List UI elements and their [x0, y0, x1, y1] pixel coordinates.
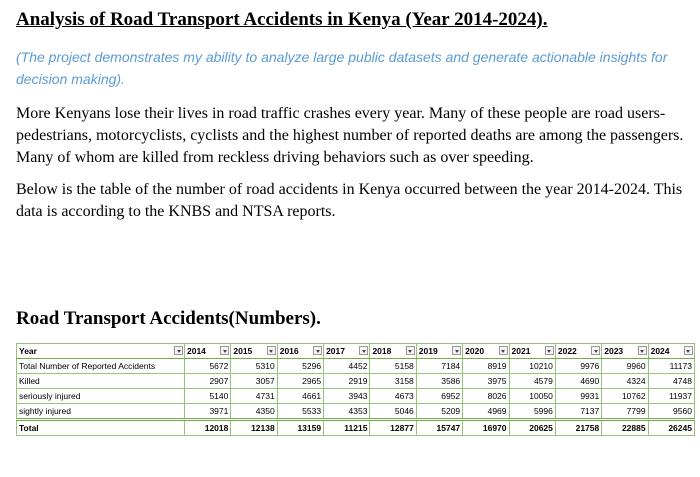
cell: 9960 [601, 358, 649, 374]
filter-button[interactable] [498, 346, 508, 355]
cell: 5533 [276, 403, 325, 420]
cell: 2919 [323, 373, 371, 389]
cell: 26245 [647, 418, 695, 436]
cell: 3975 [462, 373, 510, 389]
cell: 10210 [508, 358, 556, 374]
filter-button[interactable] [220, 346, 230, 355]
cell: 20625 [508, 418, 556, 436]
cell: 7184 [415, 358, 464, 374]
header-cell: 2015 [230, 343, 278, 359]
header-cell: 2014 [183, 343, 232, 359]
row-label: Killed [16, 373, 185, 389]
cell: 5310 [230, 358, 278, 374]
filter-button[interactable] [266, 346, 276, 355]
cell: 3158 [369, 373, 417, 389]
cell: 15747 [415, 418, 464, 436]
header-cell: 2016 [276, 343, 325, 359]
filter-button[interactable] [359, 346, 369, 355]
cell: 6952 [415, 388, 464, 404]
cell: 5209 [415, 403, 464, 420]
cell: 4748 [647, 373, 695, 389]
cell: 4731 [230, 388, 278, 404]
header-cell: 2017 [323, 343, 371, 359]
cell: 11173 [647, 358, 695, 374]
cell: 11937 [647, 388, 695, 404]
header-cell: 2023 [601, 343, 649, 359]
filter-button[interactable] [683, 346, 693, 355]
header-cell: 2022 [554, 343, 603, 359]
cell: 4324 [601, 373, 649, 389]
paragraph: More Kenyans lose their lives in road tr… [16, 105, 684, 166]
cell: 3057 [230, 373, 278, 389]
filter-button[interactable] [405, 346, 415, 355]
cell: 9976 [554, 358, 603, 374]
cell: 12138 [230, 418, 278, 436]
filter-button[interactable] [174, 346, 183, 355]
filter-button[interactable] [544, 346, 554, 355]
cell: 5046 [369, 403, 417, 420]
row-label: Total Number of Reported Accidents [16, 358, 185, 374]
cell: 5296 [276, 358, 325, 374]
cell: 10050 [508, 388, 556, 404]
cell: 3943 [323, 388, 371, 404]
cell: 4690 [554, 373, 603, 389]
header-cell: 2024 [647, 343, 695, 359]
title: Analysis of Road Transport Accidents in … [16, 9, 548, 30]
cell: 4661 [276, 388, 325, 404]
header-cell: 2020 [462, 343, 510, 359]
cell: 4579 [508, 373, 556, 389]
cell: 12018 [183, 418, 232, 436]
cell: 16970 [462, 418, 510, 436]
cell: 5672 [183, 358, 232, 374]
cell: 5996 [508, 403, 556, 420]
filter-button[interactable] [637, 346, 647, 355]
filter-button[interactable] [452, 346, 462, 355]
cell: 5158 [369, 358, 417, 374]
cell: 22885 [601, 418, 649, 436]
table-row: Killed 2907 3057 2965 2919 3158 3586 3975 4579 46… [16, 373, 695, 389]
table-row: Total Number of Reported Accidents 5672 53… [16, 358, 695, 374]
header-row: Year 2014 2015 2016 2017 2018 2019 2020 2021 2022… [16, 343, 695, 359]
cell: 12877 [369, 418, 417, 436]
data-table: Year 2014 2015 2016 2017 2018 2019 2020 2021 2022… [16, 343, 695, 436]
table-row: sightly injured 3971 4350 5533 4353 5046 5209 4… [16, 403, 695, 420]
cell: 3971 [183, 403, 232, 420]
cell: 13159 [276, 418, 325, 436]
header-cell: Year [16, 343, 185, 359]
cell: 8026 [462, 388, 510, 404]
cell: 2907 [183, 373, 232, 389]
paragraph: Below is the table of the number of road… [16, 181, 683, 220]
row-label: sightly injured [16, 403, 185, 420]
row-label: Total [16, 418, 185, 436]
cell: 9560 [647, 403, 695, 420]
table-row: seriously injured 5140 4731 4661 3943 4673 695… [16, 388, 695, 404]
cell: 4452 [323, 358, 371, 374]
cell: 3586 [415, 373, 464, 389]
cell: 4353 [323, 403, 371, 420]
subtitle: (The project demonstrates my ability to … [16, 49, 668, 87]
row-label: seriously injured [16, 388, 185, 404]
cell: 9931 [554, 388, 603, 404]
filter-button[interactable] [313, 346, 323, 355]
header-cell: 2021 [508, 343, 556, 359]
cell: 11215 [323, 418, 371, 436]
cell: 5140 [183, 388, 232, 404]
cell: 7799 [601, 403, 649, 420]
cell: 4673 [369, 388, 417, 404]
header-cell: 2018 [369, 343, 417, 359]
cell: 4969 [462, 403, 510, 420]
table-row: Total 12018 12138 13159 11215 12877 15747 16970… [16, 418, 695, 436]
cell: 7137 [554, 403, 603, 420]
filter-button[interactable] [591, 346, 601, 355]
cell: 4350 [230, 403, 278, 420]
header-cell: 2019 [415, 343, 464, 359]
cell: 2965 [276, 373, 325, 389]
cell: 8919 [462, 358, 510, 374]
cell: 10762 [601, 388, 649, 404]
cell: 21758 [554, 418, 603, 436]
table-title: Road Transport Accidents(Numbers). [16, 308, 321, 329]
